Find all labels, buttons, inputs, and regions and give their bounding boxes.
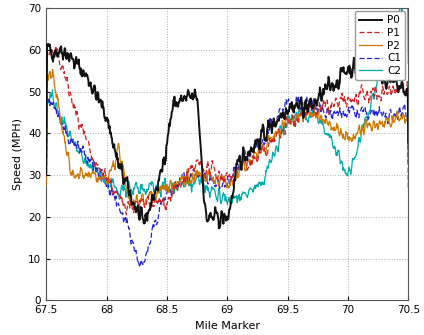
P0: [44, 172, 49, 176]
P0: [216, 226, 221, 230]
Line: P1: P1: [46, 46, 408, 215]
P1: [356, 93, 361, 97]
C1: [304, 94, 309, 98]
P0: [356, 62, 361, 66]
C1: [137, 265, 142, 269]
Line: C1: C1: [46, 96, 408, 267]
P1: [53, 44, 58, 48]
P1: [319, 108, 324, 112]
P0: [275, 118, 280, 122]
P2: [264, 145, 269, 149]
P2: [319, 115, 324, 119]
C2: [66, 134, 71, 138]
P0: [46, 42, 51, 46]
C1: [44, 201, 49, 205]
P1: [406, 188, 411, 192]
C1: [406, 161, 411, 165]
P2: [275, 129, 280, 133]
C2: [319, 119, 324, 123]
C1: [275, 115, 280, 119]
C1: [264, 135, 269, 139]
P1: [275, 128, 280, 132]
P1: [264, 153, 269, 157]
P0: [66, 57, 71, 61]
P0: [406, 141, 411, 145]
C2: [398, 6, 403, 10]
C2: [406, 61, 411, 65]
C2: [225, 203, 230, 207]
X-axis label: Mile Marker: Mile Marker: [195, 321, 260, 331]
P2: [136, 208, 141, 212]
P1: [44, 175, 49, 179]
P2: [44, 184, 49, 188]
P2: [356, 125, 361, 129]
P1: [124, 213, 129, 217]
Line: P0: P0: [46, 44, 408, 228]
P0: [319, 99, 324, 103]
Line: P2: P2: [46, 69, 408, 210]
P0: [255, 137, 260, 141]
Legend: P0, P1, P2, C1, C2: P0, P1, P2, C1, C2: [355, 11, 405, 80]
P0: [264, 132, 269, 136]
P2: [66, 155, 71, 159]
C1: [356, 116, 361, 120]
P1: [255, 159, 260, 163]
C1: [254, 143, 259, 147]
C2: [356, 138, 361, 142]
C1: [319, 107, 324, 111]
P2: [255, 156, 260, 160]
Y-axis label: Speed (MPH): Speed (MPH): [13, 118, 22, 190]
P1: [66, 92, 71, 96]
C2: [264, 169, 269, 173]
C2: [254, 183, 259, 187]
Line: C2: C2: [46, 8, 408, 205]
P2: [50, 67, 55, 71]
C2: [275, 148, 280, 152]
P2: [406, 159, 411, 163]
C2: [44, 197, 49, 201]
C1: [66, 140, 71, 144]
